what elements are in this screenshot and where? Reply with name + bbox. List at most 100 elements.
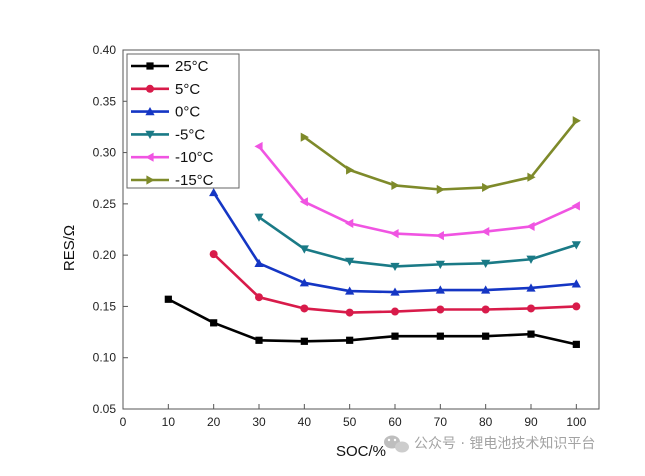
series-line: [167, 298, 577, 346]
data-point: [481, 226, 490, 237]
legend-label: -5°C: [175, 126, 205, 143]
data-point: [571, 279, 581, 288]
data-point: [390, 262, 400, 272]
data-point: [481, 305, 490, 314]
legend-label: 0°C: [175, 104, 200, 121]
x-tick-label: 70: [434, 415, 448, 429]
data-point: [481, 259, 491, 268]
data-point: [299, 278, 309, 287]
series-line: [258, 216, 577, 268]
data-point: [254, 141, 263, 152]
data-point: [164, 295, 172, 303]
data-point: [481, 285, 491, 294]
x-tick-label: 30: [252, 415, 266, 429]
legend-marker: [145, 152, 154, 162]
data-point: [346, 165, 355, 175]
data-point: [299, 245, 309, 254]
y-tick-label: 0.10: [93, 351, 117, 365]
data-point: [345, 218, 354, 228]
legend-marker: [146, 84, 154, 93]
data-point: [345, 257, 355, 266]
legend-marker: [145, 130, 155, 139]
data-point: [572, 116, 581, 126]
y-tick-label: 0.20: [93, 248, 117, 262]
data-point: [254, 213, 264, 222]
x-tick-label: 10: [162, 415, 176, 429]
data-point: [571, 241, 581, 250]
data-point: [209, 250, 218, 259]
y-tick-label: 0.25: [93, 197, 117, 211]
data-point: [300, 337, 308, 345]
data-point: [527, 304, 535, 313]
series-5: [300, 116, 581, 195]
data-point: [527, 330, 535, 338]
data-point: [391, 307, 399, 316]
x-tick-label: 60: [388, 415, 402, 429]
legend-marker: [145, 107, 155, 116]
data-point: [436, 332, 444, 340]
data-point: [482, 332, 490, 340]
series-line: [303, 119, 578, 191]
series-1: [209, 250, 581, 317]
data-point: [300, 132, 309, 142]
series-4: [254, 141, 580, 241]
wechat-icon: [384, 435, 409, 453]
x-tick-label: 90: [524, 415, 538, 429]
data-point: [299, 197, 308, 207]
data-point: [255, 336, 263, 344]
x-axis-title: SOC/%: [336, 443, 386, 460]
data-point: [209, 187, 219, 197]
data-point: [390, 287, 400, 296]
plot-frame: [122, 49, 600, 410]
data-point: [436, 184, 445, 195]
data-point: [571, 201, 580, 211]
data-point: [526, 255, 536, 264]
series-line: [257, 145, 577, 237]
y-axis: 0.05 0.10 0.15 0.20 0.25 0.30 0.35 0.40: [93, 43, 128, 416]
data-point: [526, 283, 536, 292]
y-tick-label: 0.40: [93, 43, 117, 57]
y-tick-label: 0.35: [93, 94, 117, 108]
y-tick-label: 0.05: [93, 402, 117, 416]
data-point: [526, 221, 535, 232]
legend: 25°C 5°C 0°C -5°C -10°C -15°C: [126, 53, 240, 189]
legend-label: 5°C: [175, 81, 200, 98]
legend-marker: [146, 175, 155, 185]
x-tick-label: 80: [479, 415, 493, 429]
series-layer: [164, 116, 581, 348]
legend-marker: [146, 62, 154, 70]
data-point: [300, 304, 309, 313]
data-point: [572, 340, 580, 348]
legend-label: -10°C: [175, 149, 214, 166]
y-tick-label: 0.30: [93, 146, 117, 160]
data-point: [254, 258, 264, 267]
series-2: [209, 187, 581, 296]
legend-label: -15°C: [175, 172, 214, 189]
data-point: [435, 285, 445, 294]
series-line: [212, 191, 577, 294]
x-axis: 0 10 20 30 40 50 60 70 80 90 100: [120, 404, 587, 429]
data-point: [436, 305, 445, 314]
watermark-text: 公众号 · 锂电池技术知识平台: [414, 435, 595, 452]
data-point: [391, 332, 399, 340]
y-axis-title: RES/Ω: [61, 225, 78, 271]
data-point: [391, 180, 400, 190]
data-point: [255, 293, 263, 302]
y-tick-label: 0.15: [93, 299, 117, 313]
x-tick-label: 50: [343, 415, 357, 429]
data-point: [482, 182, 491, 193]
watermark: 公众号 · 锂电池技术知识平台: [384, 435, 595, 453]
x-tick-label: 40: [298, 415, 312, 429]
x-tick-label: 0: [120, 415, 127, 429]
data-point: [527, 172, 536, 182]
x-tick-label: 20: [207, 415, 221, 429]
data-point: [435, 231, 444, 241]
legend-box: [126, 53, 240, 189]
x-tick-label: 100: [566, 415, 586, 429]
data-point: [572, 302, 581, 311]
data-point: [345, 308, 354, 317]
series-3: [254, 213, 581, 272]
data-point: [346, 336, 354, 344]
